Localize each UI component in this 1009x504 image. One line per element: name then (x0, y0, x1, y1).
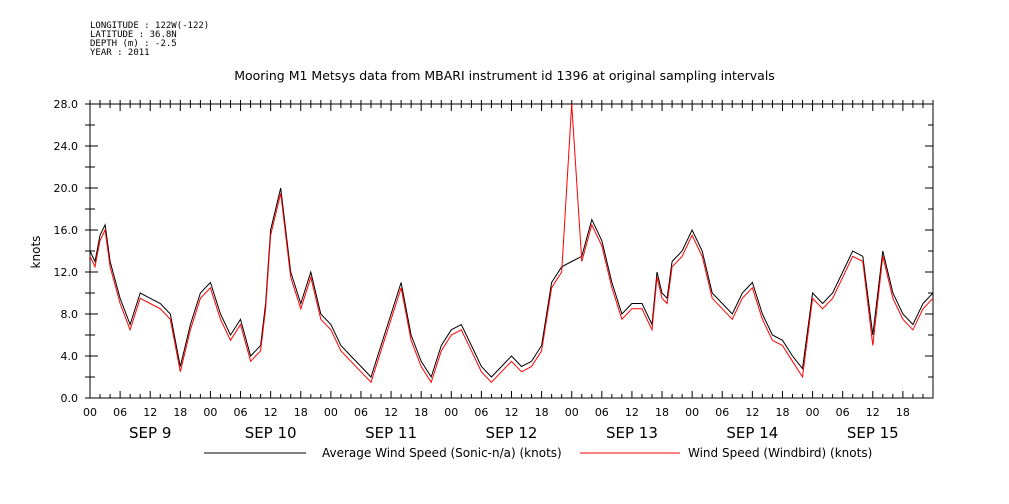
x-tick-label: 12 (866, 406, 880, 419)
x-tick-label: 06 (836, 406, 850, 419)
x-tick-label: 12 (505, 406, 519, 419)
x-tick-label: 00 (203, 406, 217, 419)
x-tick-label: 00 (444, 406, 458, 419)
x-tick-label: 18 (655, 406, 669, 419)
y-tick-label: 0.0 (61, 392, 79, 405)
day-label: SEP 12 (486, 424, 538, 442)
x-tick-label: 06 (595, 406, 609, 419)
longitude-label: LONGITUDE : 122W(-122) (90, 21, 210, 31)
day-label: SEP 11 (365, 424, 417, 442)
x-tick-label: 18 (173, 406, 187, 419)
x-tick-label: 00 (565, 406, 579, 419)
day-label: SEP 15 (847, 424, 899, 442)
y-tick-label: 4.0 (61, 350, 79, 363)
y-tick-label: 8.0 (61, 308, 79, 321)
legend-entry-average: Average Wind Speed (Sonic-n/a) (knots) (322, 446, 562, 460)
day-label: SEP 13 (606, 424, 658, 442)
series-line-windbird-wind-speed (89, 103, 934, 384)
x-tick-label: 12 (745, 406, 759, 419)
x-tick-label: 12 (384, 406, 398, 419)
x-tick-label: 18 (535, 406, 549, 419)
x-tick-label: 00 (83, 406, 97, 419)
x-tick-label: 00 (685, 406, 699, 419)
depth-label: DEPTH (m) : -2.5 (90, 39, 177, 49)
x-tick-label: 12 (143, 406, 157, 419)
axis-ticks: 0.0 4.0 8.0 12.0 16.0 20.0 24.0 28.0 00 06 12 18 00 0… (54, 98, 934, 442)
plot-frame (89, 103, 934, 399)
x-tick-label: 12 (264, 406, 278, 419)
legend-entry-windbird: Wind Speed (Windbird) (knots) (688, 446, 873, 460)
chart-title: Mooring M1 Metsys data from MBARI instru… (234, 68, 775, 83)
series-group (89, 103, 934, 384)
y-tick-label: 16.0 (54, 224, 79, 237)
latitude-label: LATITUDE : 36.8N (90, 30, 177, 40)
y-tick-label: 20.0 (54, 182, 79, 195)
day-label: SEP 14 (726, 424, 778, 442)
day-label: SEP 10 (245, 424, 297, 442)
x-tick-label: 06 (354, 406, 368, 419)
x-tick-label: 18 (896, 406, 910, 419)
x-tick-label: 06 (474, 406, 488, 419)
x-tick-label: 06 (113, 406, 127, 419)
year-label: YEAR : 2011 (90, 48, 150, 58)
x-tick-label: 06 (234, 406, 248, 419)
x-tick-label: 18 (294, 406, 308, 419)
x-tick-label: 00 (806, 406, 820, 419)
x-tick-label: 06 (715, 406, 729, 419)
y-tick-label: 28.0 (54, 98, 79, 111)
x-tick-label: 18 (775, 406, 789, 419)
metadata-block: LONGITUDE : 122W(-122) LATITUDE : 36.8N … (90, 22, 209, 58)
x-tick-label: 18 (414, 406, 428, 419)
x-tick-label: 12 (625, 406, 639, 419)
y-tick-label: 24.0 (54, 140, 79, 153)
series-line-average-wind-speed (89, 187, 934, 379)
day-label: SEP 9 (129, 424, 171, 442)
y-tick-label: 12.0 (54, 266, 79, 279)
x-tick-label: 00 (324, 406, 338, 419)
y-axis-label: knots (29, 236, 43, 269)
